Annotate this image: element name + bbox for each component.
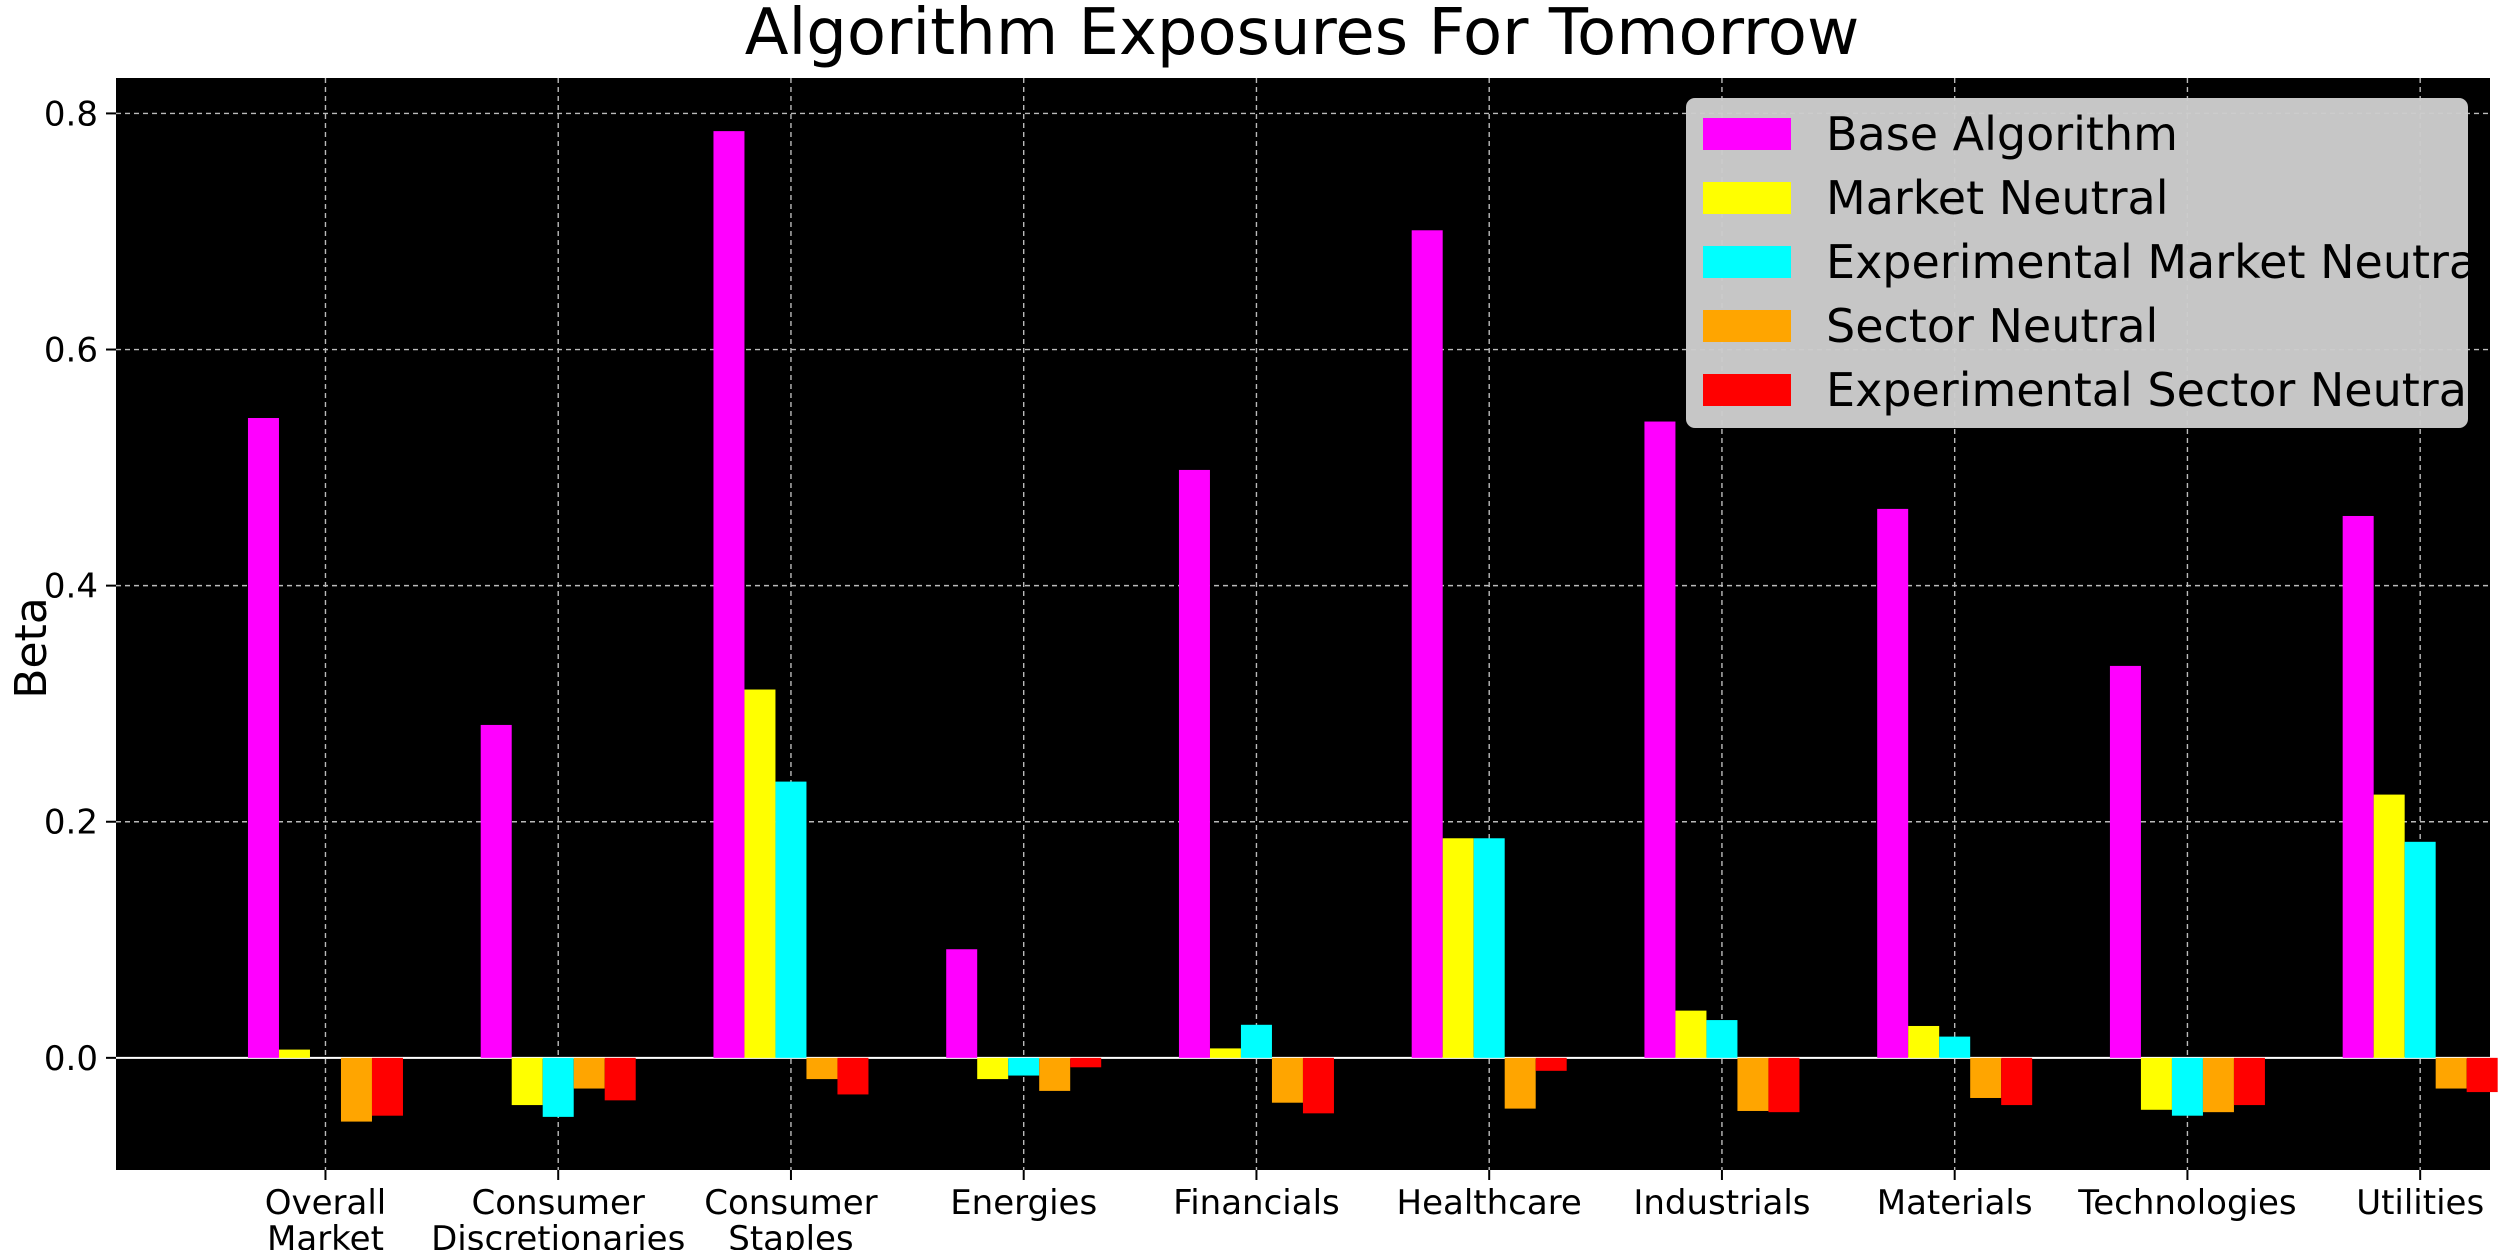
bar-0-0 xyxy=(247,417,279,1058)
bar-4-1 xyxy=(604,1057,636,1101)
bar-0-6 xyxy=(1644,421,1676,1058)
bar-1-1 xyxy=(511,1057,543,1106)
x-tick-label: Consumer Staples xyxy=(704,1183,877,1250)
x-tick-label-line: Overall xyxy=(265,1183,387,1223)
x-tick-label: Utilities xyxy=(2356,1183,2484,1223)
x-tick-label-line: Energies xyxy=(950,1183,1097,1223)
y-axis-label: Beta xyxy=(6,597,57,698)
bar-1-5 xyxy=(1442,838,1474,1058)
bars xyxy=(247,131,2498,1122)
bar-0-9 xyxy=(2342,515,2374,1058)
bar-1-3 xyxy=(977,1057,1009,1080)
bar-3-4 xyxy=(1271,1057,1303,1103)
x-tick-label-line: Healthcare xyxy=(1397,1183,1582,1223)
bar-3-7 xyxy=(1970,1057,2002,1098)
legend-swatch xyxy=(1703,246,1791,278)
x-tick-label: Overall Market xyxy=(265,1183,387,1250)
bar-2-6 xyxy=(1706,1020,1738,1058)
legend-swatch xyxy=(1703,118,1791,150)
bar-0-2 xyxy=(713,131,745,1058)
chart-title: Algorithm Exposures For Tomorrow xyxy=(745,0,1860,70)
bar-2-3 xyxy=(1008,1057,1040,1076)
x-tick-label: Technologies xyxy=(2077,1183,2296,1223)
y-tick-label: 0.4 xyxy=(44,567,98,607)
bar-0-1 xyxy=(480,724,512,1058)
legend-label: Market Neutral xyxy=(1826,171,2169,225)
bar-2-4 xyxy=(1240,1024,1272,1058)
y-tick-label: 0.0 xyxy=(44,1039,98,1079)
x-tick-label: Financials xyxy=(1173,1183,1340,1223)
bar-3-2 xyxy=(806,1057,838,1080)
legend-label: Base Algorithm xyxy=(1826,107,2178,161)
y-tick-label: 0.8 xyxy=(44,94,98,134)
legend-label: Experimental Sector Neutral xyxy=(1826,363,2480,417)
bar-4-6 xyxy=(1768,1057,1800,1113)
bar-1-8 xyxy=(2140,1057,2172,1110)
bar-3-5 xyxy=(1504,1057,1536,1109)
x-tick-label-line: Utilities xyxy=(2356,1183,2484,1223)
x-tick-label-line: Consumer xyxy=(704,1183,877,1223)
bar-1-7 xyxy=(1908,1025,1940,1058)
bar-3-9 xyxy=(2435,1057,2467,1089)
x-tick-label-line: Market xyxy=(267,1219,384,1250)
bar-4-9 xyxy=(2466,1057,2498,1093)
legend-label: Sector Neutral xyxy=(1826,299,2158,353)
bar-1-0 xyxy=(278,1049,310,1058)
x-tick-label: Consumer Discretionaries xyxy=(431,1183,685,1250)
bar-2-7 xyxy=(1939,1036,1971,1058)
bar-3-1 xyxy=(573,1057,605,1089)
bar-3-8 xyxy=(2202,1057,2234,1113)
bar-1-4 xyxy=(1209,1048,1241,1058)
bar-1-6 xyxy=(1675,1010,1707,1058)
bar-4-8 xyxy=(2233,1057,2265,1106)
x-tick-label-line: Discretionaries xyxy=(431,1219,685,1250)
bar-4-4 xyxy=(1302,1057,1334,1114)
x-tick-label-line: Financials xyxy=(1173,1183,1340,1223)
bar-2-9 xyxy=(2404,841,2436,1058)
bar-4-3 xyxy=(1070,1057,1102,1068)
legend: Base Algorithm Market Neutral Experimental… xyxy=(1686,98,2490,428)
bar-1-9 xyxy=(2373,794,2405,1058)
legend-label: Experimental Market Neutral xyxy=(1826,235,2490,289)
bar-4-7 xyxy=(2001,1057,2033,1106)
legend-swatch xyxy=(1703,310,1791,342)
x-tick-label: Healthcare xyxy=(1397,1183,1582,1223)
bar-3-0 xyxy=(340,1057,372,1122)
y-tick-label: 0.6 xyxy=(44,331,98,371)
bar-4-0 xyxy=(371,1057,403,1116)
bar-1-2 xyxy=(744,689,776,1058)
bar-0-5 xyxy=(1411,230,1443,1058)
bar-4-2 xyxy=(837,1057,869,1095)
y-axis-ticks: 0.0 0.2 0.4 0.6 0.8 xyxy=(44,94,116,1079)
legend-swatch xyxy=(1703,374,1791,406)
bar-0-7 xyxy=(1877,508,1909,1058)
y-tick-label: 0.2 xyxy=(44,803,98,843)
bar-4-5 xyxy=(1535,1057,1567,1071)
bar-0-3 xyxy=(946,949,978,1058)
bar-2-2 xyxy=(775,781,807,1058)
bar-2-5 xyxy=(1473,838,1505,1058)
x-tick-label: Materials xyxy=(1877,1183,2033,1223)
x-tick-label: Energies xyxy=(950,1183,1097,1223)
bar-3-6 xyxy=(1737,1057,1769,1111)
x-tick-label-line: Technologies xyxy=(2077,1183,2296,1223)
x-tick-label-line: Materials xyxy=(1877,1183,2033,1223)
bar-0-4 xyxy=(1178,469,1210,1058)
x-tick-label: Industrials xyxy=(1633,1183,1810,1223)
bar-2-1 xyxy=(542,1057,574,1117)
bar-2-8 xyxy=(2171,1057,2203,1116)
legend-box xyxy=(1686,98,2468,428)
bar-3-3 xyxy=(1039,1057,1071,1091)
legend-swatch xyxy=(1703,182,1791,214)
bar-0-8 xyxy=(2109,665,2141,1058)
x-tick-label-line: Consumer xyxy=(472,1183,645,1223)
x-tick-label-line: Staples xyxy=(728,1219,853,1250)
x-tick-label-line: Industrials xyxy=(1633,1183,1810,1223)
